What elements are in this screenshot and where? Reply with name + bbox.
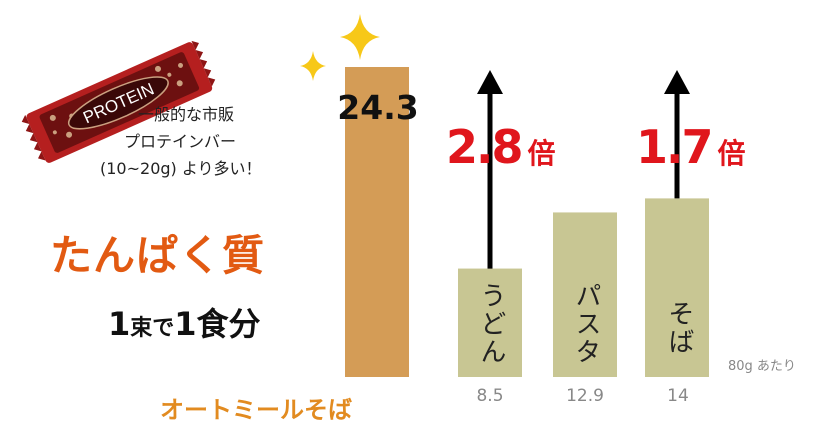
bar-oatmeal-soba — [345, 67, 409, 377]
multiplier-udon: 2.8 倍 — [446, 120, 556, 174]
bar-soba — [645, 198, 709, 377]
multiplier-udon-value: 2.8 — [446, 120, 523, 174]
subline-word-2: 食分 — [196, 305, 261, 343]
subline-num-1: 1 — [108, 305, 131, 343]
bar-label-soba: そば — [664, 300, 694, 356]
multiplier-soba: 1.7 倍 — [636, 120, 746, 174]
subline-num-2: 1 — [174, 305, 197, 343]
bar-label-pasta: パスタ — [571, 282, 601, 366]
multiplier-soba-suffix: 倍 — [717, 137, 746, 170]
bar-udon — [458, 268, 522, 377]
value-label-oatmeal-soba: 24.3 — [337, 88, 419, 127]
bar-label-udon: うどん — [476, 282, 506, 366]
value-label-soba: 14 — [667, 386, 689, 406]
value-label-udon: 8.5 — [476, 386, 504, 406]
unit-note: 80g あたり — [728, 359, 796, 374]
note-line-3: (10~20g) より多い！ — [100, 159, 262, 178]
note-line-1: 一般的な市販 — [138, 105, 235, 124]
value-label-pasta: 12.9 — [566, 386, 604, 406]
sparkle-icon-large — [340, 14, 380, 60]
multiplier-udon-suffix: 倍 — [527, 137, 556, 170]
arrow-head-icon-soba — [664, 70, 690, 94]
subline-word-1: 束で — [130, 316, 175, 341]
subline: 1束で1食分 — [108, 299, 261, 345]
arrow-head-icon-udon — [477, 70, 503, 94]
multiplier-soba-value: 1.7 — [636, 120, 713, 174]
headline: たんぱく質 — [50, 231, 266, 280]
sparkle-icon-small — [300, 51, 326, 81]
category-label-oatmeal-soba: オートミールそば — [160, 396, 352, 424]
bar-pasta — [553, 212, 617, 377]
protein-bar-illustration: PROTEIN — [21, 40, 216, 163]
note-line-2: プロテインバー — [124, 132, 237, 151]
